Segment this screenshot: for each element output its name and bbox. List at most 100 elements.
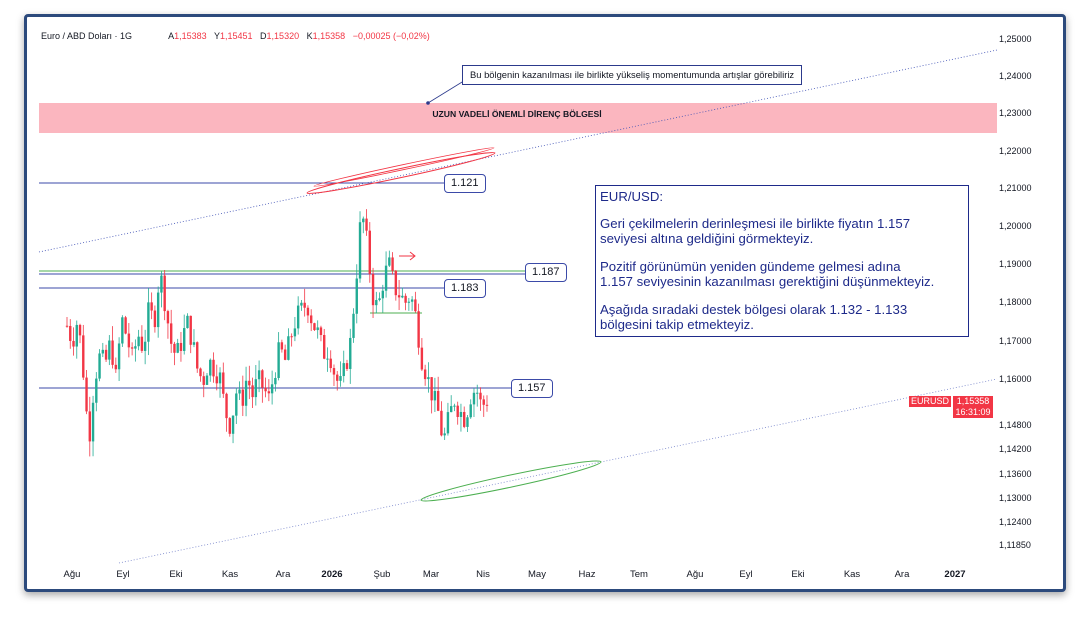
candle-body	[196, 342, 199, 369]
change-value: −0,00025 (−0,02%)	[352, 31, 430, 41]
candle-body	[212, 359, 215, 377]
candle-body	[352, 313, 355, 338]
lower-trend-line	[118, 378, 998, 564]
momentum-callout[interactable]: Bu bölgenin kazanılması ile birlikte yük…	[462, 65, 803, 85]
x-tick-label: Ara	[276, 569, 292, 580]
candle-body	[339, 376, 342, 381]
candle-body	[401, 295, 404, 298]
y-tick-label: 1,23000	[999, 108, 1032, 118]
x-tick-label: Ara	[895, 569, 911, 580]
candle-body	[309, 315, 313, 324]
candle-body	[283, 349, 287, 360]
candle-body	[443, 433, 446, 436]
candle-body	[78, 324, 82, 336]
candle-body	[244, 380, 248, 406]
x-tick-label: 2027	[944, 569, 965, 580]
candle-body	[65, 325, 69, 327]
candle-body	[459, 411, 463, 417]
x-tick-label: Ağu	[687, 569, 704, 580]
x-tick-label: Eki	[791, 569, 804, 580]
candle-body	[287, 336, 290, 360]
y-tick-label: 1,25000	[999, 34, 1032, 44]
candle-body	[326, 358, 329, 360]
high-value: 1,15451	[219, 31, 253, 41]
candle-body	[313, 323, 316, 331]
candle-body	[355, 278, 358, 314]
candle-body	[414, 299, 417, 312]
x-tick-label: Kas	[844, 569, 861, 580]
candle-body	[218, 372, 222, 384]
candle-body	[127, 333, 131, 348]
y-tick-label: 1,14200	[999, 444, 1032, 454]
symbol-tag-label: EURUSD	[908, 396, 951, 407]
note-title: EUR/USD:	[600, 189, 664, 204]
candle-body	[319, 327, 323, 336]
candle-body	[280, 342, 284, 350]
candle-body	[225, 393, 228, 419]
candle-body	[485, 404, 489, 406]
y-tick-label: 1,14800	[999, 420, 1032, 430]
candle-body	[69, 325, 72, 341]
candle-body	[381, 290, 385, 299]
candle-body	[404, 295, 407, 303]
resistance-zone	[39, 103, 997, 133]
candle-body	[453, 405, 456, 407]
candlestick-chart[interactable]: 1,25000 1,24000 1,23000 1,22000 1,21000 1,200…	[27, 17, 1063, 589]
candle-body	[296, 305, 300, 329]
candle-body	[88, 411, 91, 442]
y-tick-label: 1,19000	[999, 259, 1032, 269]
candle-body	[156, 292, 160, 328]
candle-body	[420, 347, 424, 370]
last-price-value: 1,15358	[956, 396, 990, 406]
candle-body	[277, 342, 280, 378]
candle-body	[417, 311, 420, 348]
candle-body	[82, 335, 85, 378]
candle-body	[183, 328, 186, 351]
candle-body	[397, 295, 401, 298]
candle-body	[466, 417, 469, 427]
note-paragraph-3: Aşağıda sıradaki destek bölgesi olarak 1…	[600, 302, 908, 332]
note-paragraph-1: Geri çekilmelerin derinleşmesi ile birli…	[600, 216, 911, 246]
chart-frame: 1,25000 1,24000 1,23000 1,22000 1,21000 1,200…	[24, 14, 1066, 592]
callout-pointer	[427, 78, 468, 104]
candle-body	[179, 342, 183, 351]
resistance-ellipse-inner	[313, 147, 495, 187]
open-value: 1,15383	[174, 31, 207, 41]
level-label-1187[interactable]: 1.187	[525, 263, 567, 282]
candle-body	[267, 391, 271, 394]
candle-body	[261, 370, 264, 388]
resistance-ellipse	[306, 152, 496, 194]
candle-body	[440, 410, 443, 436]
candle-body	[202, 376, 205, 385]
candle-body	[72, 340, 75, 347]
candle-body	[430, 377, 433, 401]
high-key: Y	[213, 31, 220, 41]
candle-body	[176, 342, 179, 353]
low-value: 1,15320	[266, 31, 300, 41]
candle-body	[169, 323, 173, 344]
candle-body	[476, 392, 479, 394]
symbol-title[interactable]: Euro / ABD Doları · 1G	[41, 31, 133, 41]
candle-body	[91, 402, 95, 442]
candle-body	[166, 311, 170, 324]
level-label-1121[interactable]: 1.121	[444, 174, 486, 193]
candle-body	[463, 411, 466, 427]
level-label-1157[interactable]: 1.157	[511, 379, 553, 398]
last-price-tag: 1,15358 16:31:09	[953, 396, 993, 418]
candle-body	[111, 340, 114, 365]
candle-body	[433, 390, 437, 401]
close-key: K	[306, 31, 313, 41]
analysis-note[interactable]: EUR/USD: Geri çekilmelerin derinleşmesi …	[595, 185, 969, 337]
candle-body	[147, 302, 150, 342]
x-tick-label: Tem	[630, 569, 648, 580]
y-tick-label: 1,18000	[999, 297, 1032, 307]
candle-body	[303, 302, 306, 308]
note-paragraph-2: Pozitif görünümün yeniden gündeme gelmes…	[600, 259, 935, 289]
candle-body	[186, 315, 189, 329]
level-label-1183[interactable]: 1.183	[444, 279, 486, 298]
candle-body	[274, 377, 277, 385]
candle-body	[332, 368, 336, 375]
support-ellipse	[420, 460, 602, 502]
candle-body	[75, 324, 78, 347]
candle-body	[98, 353, 101, 379]
